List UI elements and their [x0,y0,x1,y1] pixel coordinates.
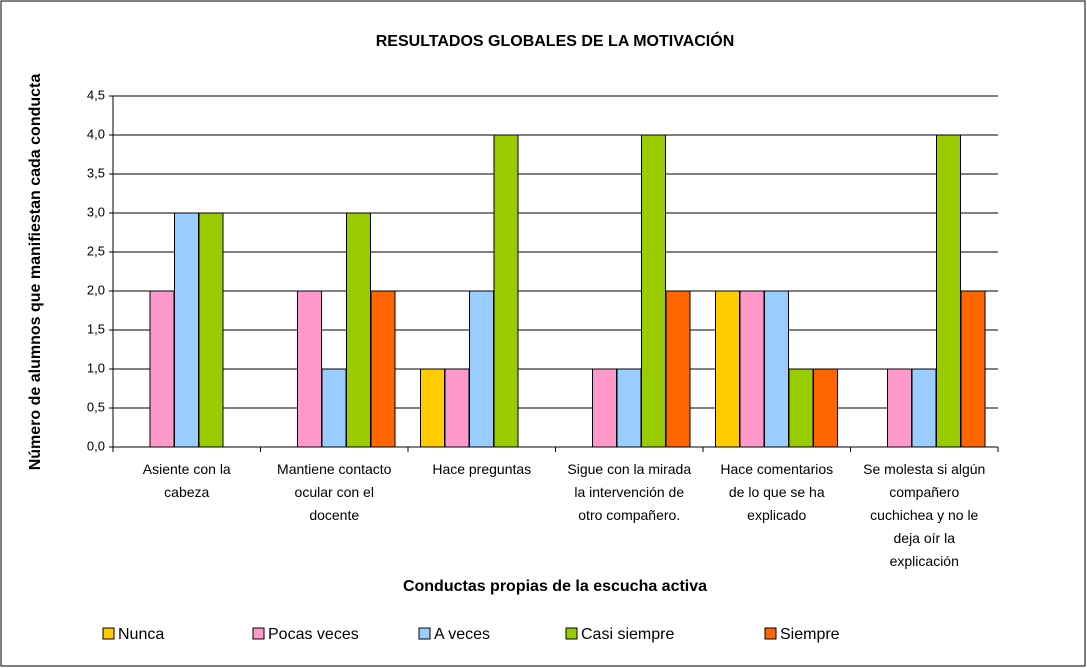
bar [469,290,494,448]
x-tick-label: Hace preguntas [432,461,532,477]
bar [641,134,666,448]
bar [592,368,617,448]
legend-swatch [102,627,115,640]
y-tick-label: 1,0 [87,360,105,375]
y-axis-title: Número de alumnos que manifiestan cada c… [27,74,44,471]
y-tick-label: 3,0 [87,204,105,219]
y-tick-label: 0,5 [87,399,105,414]
bar [936,134,961,448]
bar [321,368,347,448]
x-axis-title: Conductas propias de la escucha activa [403,578,707,595]
bar [149,290,175,448]
legend-label: Siempre [780,626,840,643]
x-tick-label: Sigue con la mirada la intervención de o… [567,461,692,523]
y-tick-label: 1,5 [87,321,105,336]
bar [346,212,371,448]
x-tick-label: Asiente con la cabeza [142,461,231,500]
bar [370,290,396,448]
y-tick-label: 2,5 [87,243,105,258]
y-tick-label: 4,5 [87,87,105,102]
chart-title: RESULTADOS GLOBALES DE LA MOTIVACIÓN [376,31,735,50]
legend-label: A veces [434,626,490,643]
bar [420,368,445,448]
bar [788,368,814,448]
x-tick-label: Hace comentarios de lo que se ha explica… [720,461,834,523]
y-tick-label: 3,5 [87,165,105,180]
bar [616,368,642,448]
y-tick-label: 4,0 [87,126,105,141]
x-tick-label: Mantiene contacto ocular con el docente [277,461,392,523]
bar [198,212,224,448]
bar [764,290,789,448]
legend-label: Pocas veces [268,626,359,643]
bar [174,212,199,448]
y-tick-label: 2,0 [87,282,105,297]
legend-swatch [418,627,431,640]
y-tick-label: 0,0 [87,438,105,453]
legend-swatch [565,627,578,640]
bar [444,368,470,448]
bar [493,134,519,448]
bar [715,290,740,448]
bar [813,368,838,448]
bar [297,290,322,448]
bar [911,368,937,448]
bar [887,368,912,448]
bar [960,290,986,448]
legend-swatch [252,627,265,640]
legend-swatch [764,627,777,640]
bar [739,290,765,448]
bar [665,290,691,448]
legend-label: Nunca [118,626,164,643]
legend-label: Casi siempre [581,626,674,643]
x-tick-label: Se molesta si algún compañero cuchichea … [863,461,986,569]
